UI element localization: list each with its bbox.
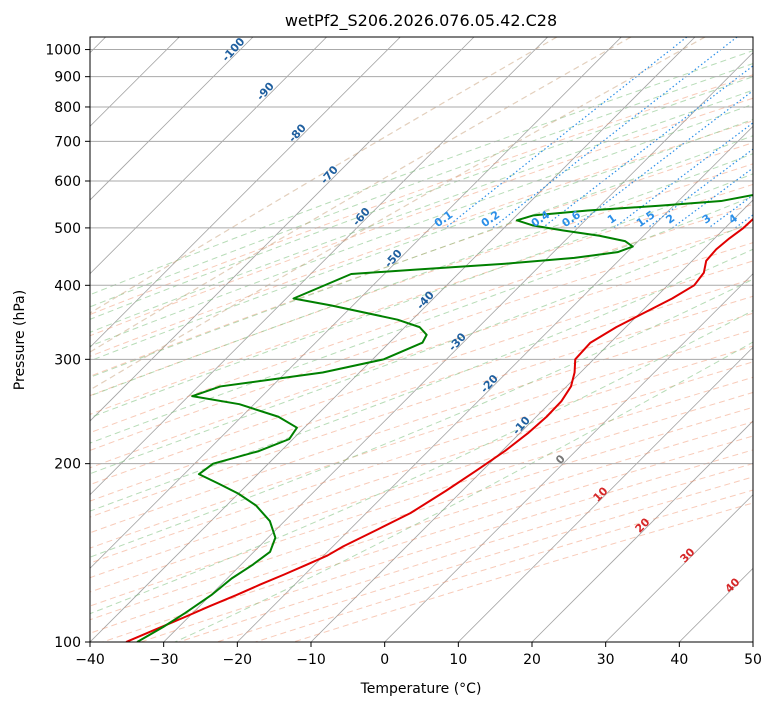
isotherm-line [90,37,327,275]
isotherm-line [531,420,753,642]
dry-adiabat-line [90,142,753,377]
moist-adiabat-line [90,50,753,296]
y-tick-label: 1000 [45,43,81,59]
mixing-ratio-line [572,89,753,229]
moist-adiabat-line [90,118,753,362]
reference-curve [90,37,558,314]
dry-adiabat-line [90,361,753,579]
mixing-ratio-line [542,65,753,229]
moist-adiabat-line [90,89,753,333]
isotherm-line [90,37,254,201]
moist-adiabat-line [90,76,753,320]
isotherm-line [605,494,753,642]
y-axis-label: Pressure (hPa) [12,290,28,390]
isotherm-line [458,346,753,642]
axes: −40 −30 −20 −10 0 10 20 30 40 50 100 200 300 400 500 60… [45,43,762,668]
isotherm-line [163,52,753,642]
dry-adiabat-line [90,329,753,549]
chart-title: wetPf2_S206.2026.076.05.42.C28 [285,11,557,31]
y-tick-label: 600 [54,174,81,190]
background-lines [90,37,753,642]
y-tick-label: 400 [54,278,81,294]
x-tick-label: −40 [75,652,105,668]
x-tick-label: 30 [597,652,615,668]
x-tick-label: −20 [223,652,253,668]
isotherm-line [90,37,622,569]
reference-curve [90,37,632,353]
x-tick-label: −10 [296,652,326,668]
isotherm-line [90,37,401,348]
moist-adiabat-line [90,173,753,419]
isotherm-line [237,125,753,642]
temperature-profile-line [125,217,753,642]
isotherm-line [90,37,548,496]
plot-frame [89,36,754,643]
dry-adiabat-line [90,242,753,469]
y-tick-label: 700 [54,134,81,150]
y-tick-label: 200 [54,457,81,473]
moist-adiabat-line [90,63,753,308]
dewpoint-profile-line [136,193,753,642]
dry-adiabat-line [90,278,753,502]
x-axis-label: Temperature (°C) [360,681,482,697]
y-tick-label: 900 [54,70,81,86]
plot-area [90,37,753,642]
isotherm-line [90,37,696,642]
moist-adiabat-line [90,195,753,444]
dry-adiabat-line [90,223,753,451]
isotherm-line [310,199,753,642]
dry-adiabat-line [90,97,753,337]
y-tick-label: 500 [54,221,81,237]
x-tick-label: 20 [523,652,541,668]
x-tick-label: −30 [149,652,179,668]
isotherm-line [90,37,475,422]
isotherm-line [384,273,753,642]
y-tick-label: 800 [54,100,81,116]
x-tick-label: 50 [744,652,762,668]
y-tick-label: 100 [54,635,81,651]
dry-adiabat-line [90,163,753,397]
moist-adiabat-line [90,278,753,558]
dry-adiabat-line [90,120,753,357]
dry-adiabat-line [90,376,753,593]
dry-adiabat-line [90,183,753,415]
x-tick-label: 0 [380,652,389,668]
moist-adiabat-line [90,153,753,397]
reference-curve [90,37,706,391]
dry-adiabat-line [90,74,753,316]
profile-series [125,193,753,642]
mixing-ratio-line [672,167,753,229]
x-tick-label: 10 [449,652,467,668]
mixing-ratio-line [492,37,738,229]
x-tick-label: 40 [670,652,688,668]
dry-adiabat-line [90,312,753,534]
y-tick-label: 300 [54,352,81,368]
